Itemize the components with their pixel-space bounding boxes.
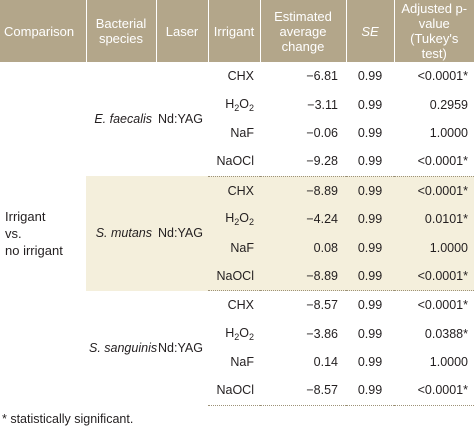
species-cell: S. mutans <box>86 176 156 291</box>
pvalue-cell: <0.0001* <box>417 69 468 84</box>
table-row: Irrigant vs. no irrigant E. faecalis Nd:YAG C… <box>0 62 474 258</box>
change-cell: −6.81 <box>306 69 338 84</box>
laser-cell: Nd:YAG <box>158 112 203 127</box>
pvalue-cell: 1.0000 <box>429 125 468 140</box>
irrigant-cell: NaOCl <box>208 147 260 177</box>
pvalue-cell: 0.2959 <box>429 97 468 112</box>
se-cell: 0.99 <box>346 204 394 234</box>
results-table: Comparison Bacterial species Laser Irrig… <box>0 0 474 406</box>
irrigant-cell: CHX <box>227 69 254 84</box>
table-row: S. mutans Nd:YAG CHX −8.89 0.99 <0.0001* <box>0 176 474 291</box>
change-cell: −3.86 <box>306 326 338 341</box>
change-cell: −0.06 <box>306 125 338 140</box>
pvalue-cell: 1.0000 <box>429 355 468 370</box>
change-cell: −4.24 <box>260 204 346 234</box>
change-cell: −8.57 <box>306 298 338 313</box>
se-cell: 0.99 <box>357 326 383 341</box>
se-cell: 0.99 <box>346 176 394 205</box>
pvalue-cell: <0.0001* <box>394 147 474 177</box>
irrigant-cell: H2O2 <box>225 96 254 113</box>
se-cell: 0.99 <box>357 125 383 140</box>
irrigant-cell: H2O2 <box>225 325 254 342</box>
pvalue-cell: 0.0101* <box>394 204 474 234</box>
irrigant-cell: NaOCl <box>208 376 260 406</box>
subscript: 2 <box>248 331 254 342</box>
pvalue-cell: <0.0001* <box>394 176 474 205</box>
comparison-line: vs. <box>5 226 22 242</box>
comparison-line: no irrigant <box>5 243 63 259</box>
irrigant-cell: NaF <box>230 355 254 370</box>
laser-cell: Nd:YAG <box>158 340 203 355</box>
table-row: NaOCl −9.28 0.99 <0.0001* <box>0 147 474 177</box>
subscript: 2 <box>234 102 240 113</box>
table-row: NaOCl −8.57 0.99 <0.0001* <box>0 376 474 406</box>
header-laser: Laser <box>155 0 208 62</box>
se-cell: 0.99 <box>346 147 394 177</box>
table-row: NaF 0.14 0.99 1.0000 <box>0 348 474 376</box>
table-body: Irrigant vs. no irrigant E. faecalis Nd:YAG C… <box>0 62 474 406</box>
irrigant-cell: CHX <box>227 298 254 313</box>
irrigant-cell: NaF <box>208 233 260 262</box>
header-irrigant: Irrigant <box>207 0 260 62</box>
irrigant-cell: H2O2 <box>208 204 260 234</box>
header-pvalue: Adjusted p-value (Tukey's test) <box>393 0 474 62</box>
se-cell: 0.99 <box>357 355 383 370</box>
pvalue-cell: <0.0001* <box>394 376 474 406</box>
se-cell: 0.99 <box>346 261 394 292</box>
subscript: 2 <box>234 331 240 342</box>
header-species: Bacterial species <box>85 0 156 62</box>
header-se: SE <box>345 0 394 62</box>
subscript: 2 <box>248 102 254 113</box>
irrigant-cell: NaF <box>230 125 254 140</box>
se-cell: 0.99 <box>357 69 383 84</box>
table-row: NaF 0.08 0.99 1.0000 <box>0 233 474 262</box>
change-cell: 0.14 <box>313 355 338 370</box>
table-row: H2O2 −3.86 0.99 0.0388* <box>0 320 474 348</box>
se-cell: 0.99 <box>346 233 394 262</box>
pvalue-cell: 1.0000 <box>394 233 474 262</box>
irrigant-cell: CHX <box>208 176 260 205</box>
header-change: Estimated average change <box>259 0 346 62</box>
comparison-cell: Irrigant vs. no irrigant <box>0 62 86 405</box>
se-cell: 0.99 <box>357 298 383 313</box>
irrigant-cell: NaOCl <box>208 261 260 292</box>
header-row: Comparison Bacterial species Laser Irrig… <box>0 0 474 62</box>
change-cell: −8.89 <box>260 261 346 292</box>
se-cell: 0.99 <box>346 376 394 406</box>
change-cell: −3.11 <box>307 97 338 112</box>
table-row: H2O2 −4.24 0.99 0.0101* <box>0 204 474 234</box>
change-cell: −8.57 <box>260 376 346 406</box>
comparison-line: Irrigant <box>5 209 46 225</box>
subscript: 2 <box>234 217 240 228</box>
pvalue-cell: <0.0001* <box>394 261 474 292</box>
pvalue-cell: 0.0388* <box>424 326 468 341</box>
footnote: * statistically significant. <box>2 412 134 426</box>
laser-cell: Nd:YAG <box>156 176 208 291</box>
subscript: 2 <box>248 217 254 228</box>
change-cell: −9.28 <box>260 147 346 177</box>
change-cell: 0.08 <box>260 233 346 262</box>
table-row: NaF −0.06 0.99 1.0000 <box>0 119 474 147</box>
table-row: NaOCl −8.89 0.99 <0.0001* <box>0 261 474 292</box>
species-cell: S. sanguinis <box>89 340 158 355</box>
pvalue-cell: <0.0001* <box>417 298 468 313</box>
header-comparison: Comparison <box>0 0 86 62</box>
table-row: H2O2 −3.11 0.99 0.2959 <box>0 90 474 118</box>
table-row: S. sanguinis Nd:YAG CHX −8.57 0.99 <0.0001* <box>0 291 474 355</box>
se-cell: 0.99 <box>357 97 383 112</box>
species-cell: E. faecalis <box>94 112 152 127</box>
change-cell: −8.89 <box>260 176 346 205</box>
